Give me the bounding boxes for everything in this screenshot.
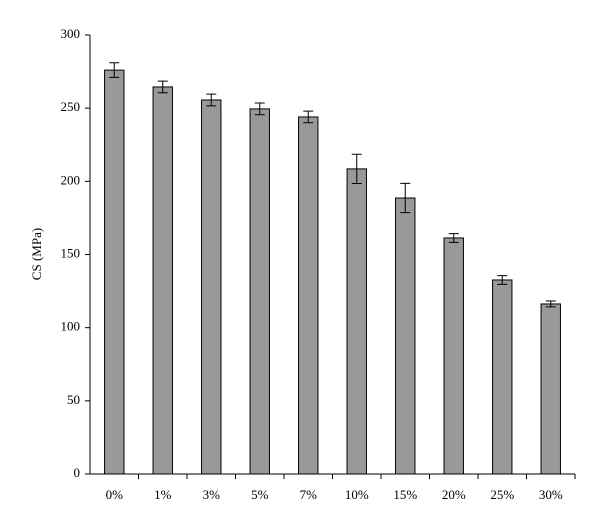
y-tick-label: 200 [61, 172, 81, 187]
bar [346, 168, 367, 475]
bar [540, 303, 561, 475]
y-tick-label: 50 [67, 392, 80, 407]
x-tick-label: 25% [490, 487, 514, 502]
x-tick-label: 30% [539, 487, 563, 502]
bar [201, 99, 222, 475]
x-tick-label: 20% [442, 487, 466, 502]
x-tick-label: 7% [300, 487, 318, 502]
error-bar [157, 80, 168, 94]
bar [443, 237, 464, 475]
error-bar [254, 102, 265, 116]
y-tick-label: 100 [61, 319, 81, 334]
bar [395, 197, 416, 475]
y-axis-title: CS (MPa) [29, 228, 44, 280]
bar [298, 116, 319, 475]
x-tick-label: 3% [203, 487, 221, 502]
bar [492, 279, 513, 475]
y-tick-label: 0 [74, 465, 81, 480]
error-bar [545, 300, 556, 308]
error-bar [109, 62, 120, 78]
bar [152, 86, 173, 475]
bar [249, 108, 270, 475]
y-tick-label: 300 [61, 26, 81, 41]
error-bar [448, 233, 459, 243]
x-tick-label: 1% [154, 487, 172, 502]
error-bar [400, 182, 411, 214]
bar [104, 69, 125, 475]
x-tick-label: 5% [251, 487, 269, 502]
y-tick-label: 150 [61, 245, 81, 260]
x-tick-label: 0% [106, 487, 124, 502]
error-bar [206, 93, 217, 107]
y-tick-label: 250 [61, 99, 81, 114]
error-bar [351, 153, 362, 185]
error-bar [497, 275, 508, 285]
x-tick-label: 10% [345, 487, 369, 502]
error-bar [303, 110, 314, 124]
x-tick-label: 15% [393, 487, 417, 502]
